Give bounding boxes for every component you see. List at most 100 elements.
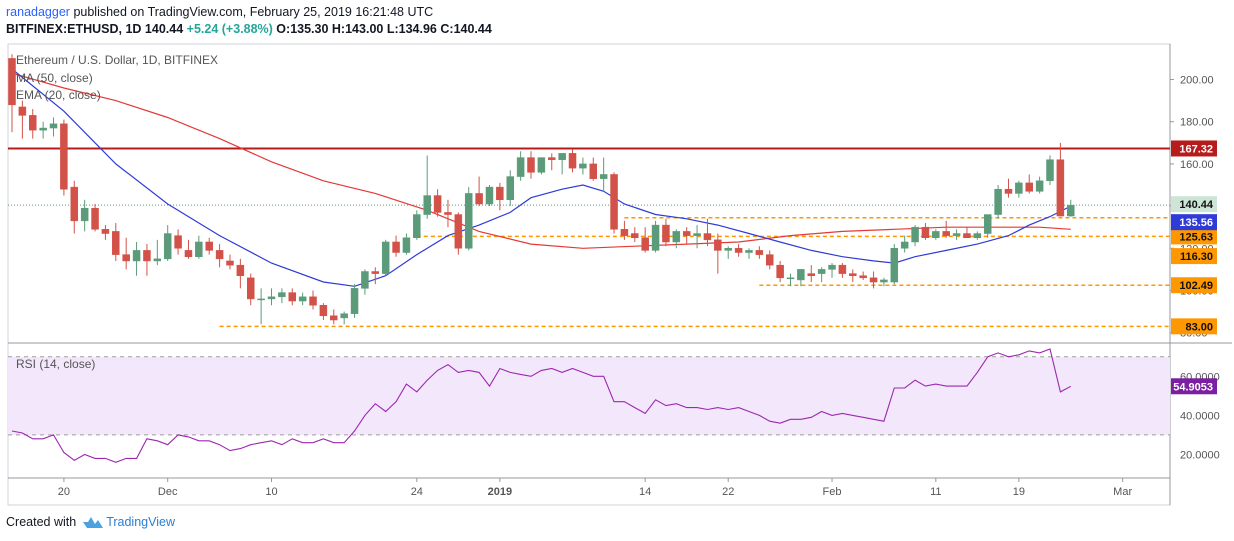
candle-body (983, 214, 992, 234)
candle (402, 233, 411, 255)
rsi-value-tag: 54.9053 (1171, 378, 1217, 395)
candle-body (506, 176, 514, 201)
time-axis-ticks: 20 Dec 10 24 2019 14 22 Feb 11 19 Mar (58, 478, 1132, 498)
legend-ema20: EMA (20, close) (16, 88, 101, 102)
candle-body (776, 264, 784, 279)
candle (682, 227, 691, 245)
candle-body (828, 264, 836, 270)
candle (610, 172, 618, 234)
support-price-tag-text: 83.00 (1185, 321, 1213, 333)
candle (91, 203, 99, 232)
candle-body (558, 153, 566, 160)
time-tick-label: 20 (58, 486, 70, 498)
candle (568, 149, 577, 173)
candle (589, 157, 598, 181)
candle-body (184, 250, 193, 257)
candle-body (444, 212, 452, 215)
ema-price-tag-text: 135.56 (1179, 217, 1213, 229)
candle-body (724, 248, 732, 251)
candle (132, 241, 141, 276)
last-price-tag-text: 140.44 (1179, 199, 1214, 211)
candle-body (39, 127, 47, 131)
candle-body (1025, 182, 1033, 192)
candle-body (651, 224, 660, 251)
support-price-tag-text: 125.63 (1179, 231, 1213, 243)
candle-body (18, 106, 27, 116)
candle (101, 225, 110, 240)
candle (527, 151, 535, 179)
candle-body (319, 304, 328, 317)
candle (298, 292, 307, 306)
time-tick-label: 19 (1013, 486, 1025, 498)
candle (859, 271, 867, 280)
resistance-price-tag-text: 167.32 (1179, 143, 1213, 155)
ma50-line (11, 72, 1071, 249)
candle (39, 121, 47, 139)
time-tick-label: 22 (722, 486, 734, 498)
candle-body (330, 315, 338, 321)
candle (433, 189, 442, 217)
candle (195, 235, 203, 259)
candle (319, 303, 328, 321)
candle (786, 273, 795, 287)
candle (672, 229, 681, 249)
candle-body (537, 157, 546, 173)
candle (641, 227, 649, 253)
support-price-tag-bg (1171, 248, 1217, 265)
candle-body (163, 233, 172, 260)
candle (278, 288, 286, 304)
candle (662, 218, 670, 247)
tradingview-logo[interactable]: TradingView (80, 515, 175, 529)
candle (952, 229, 961, 240)
chart-title: Ethereum / U.S. Dollar, 1D, BITFINEX (16, 53, 218, 67)
candle (215, 244, 224, 268)
candle (1025, 174, 1033, 194)
price-tick-label: 160.00 (1180, 159, 1214, 171)
candle (807, 265, 816, 283)
candle (548, 153, 556, 171)
candle-body (1056, 159, 1065, 217)
candle-body (797, 269, 805, 281)
candle (1046, 155, 1054, 186)
candle (1015, 180, 1023, 198)
open-label: O: (276, 22, 291, 36)
candle-body (49, 123, 58, 129)
close-value: 140.44 (453, 22, 492, 36)
ema-price-tag-bg (1171, 214, 1217, 231)
candle (464, 187, 473, 251)
candle-body (132, 250, 141, 262)
ema-price-tag: 135.56 (1171, 214, 1217, 231)
candle-body (786, 277, 795, 280)
candle-body (631, 233, 639, 238)
candle-body (599, 174, 608, 179)
candle-body (734, 248, 743, 253)
candle-body (392, 241, 400, 253)
candle (797, 269, 805, 287)
candle (994, 185, 1002, 219)
rsi-value-tag-bg (1171, 378, 1217, 395)
candle-body (246, 277, 255, 300)
candle (631, 227, 639, 242)
candle (122, 237, 130, 270)
low-value: 134.96 (398, 22, 437, 36)
candle (18, 100, 27, 139)
candle (776, 260, 784, 283)
candle-body (361, 271, 369, 289)
candle (983, 214, 992, 238)
candle (267, 288, 276, 306)
candle-body (350, 288, 359, 314)
publisher-username[interactable]: ranadagger (6, 5, 70, 19)
candle (1004, 178, 1013, 198)
candle-body (153, 258, 162, 262)
support-price-tag: 125.63 (1171, 228, 1217, 245)
low-label: L: (386, 22, 399, 36)
candle (880, 277, 888, 287)
candle-body (101, 229, 110, 234)
candle (900, 235, 909, 253)
legend-ma50: MA (50, close) (16, 71, 93, 85)
candle-body (641, 237, 649, 251)
candle-body (527, 157, 535, 173)
candle-body (70, 186, 79, 222)
candle-body (433, 195, 442, 213)
